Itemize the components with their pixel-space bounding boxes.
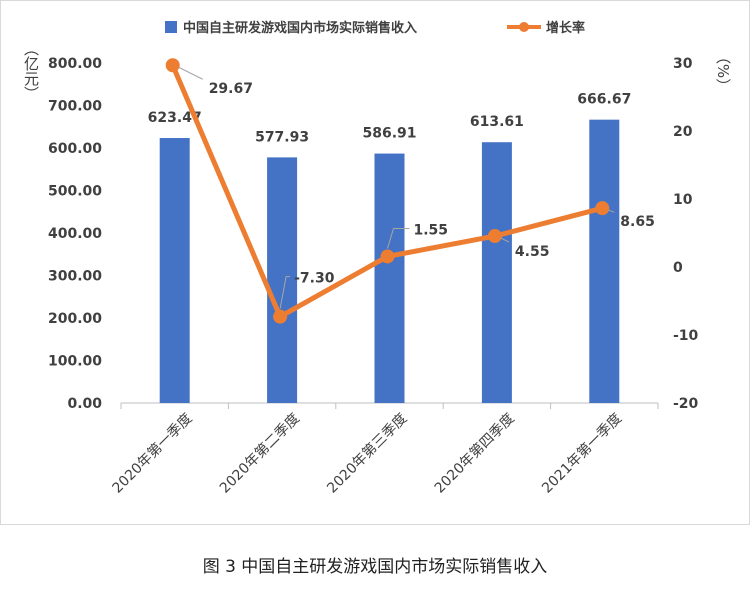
growth-rate-point <box>380 249 395 264</box>
growth-rate-label: 4.55 <box>515 244 550 260</box>
y-left-axis-title: （亿元） <box>22 41 40 101</box>
y-left-tick-label: 0.00 <box>67 396 102 412</box>
y-left-tick-label: 800.00 <box>48 56 102 72</box>
bar <box>159 138 190 403</box>
growth-rate-point <box>595 201 610 216</box>
growth-rate-label: 8.65 <box>620 214 655 230</box>
x-tick-label: 2020年第二季度 <box>216 410 303 497</box>
y-left-tick-label: 200.00 <box>48 311 102 327</box>
data-label-leader <box>387 227 410 249</box>
data-label-leader <box>178 66 203 80</box>
y-left-tick-label: 300.00 <box>48 269 102 285</box>
x-tick-label: 2020年第三季度 <box>324 410 411 497</box>
y-right-tick-label: 0 <box>673 260 683 276</box>
bar <box>267 157 298 403</box>
data-label-leader <box>279 276 291 309</box>
bar-value-label: 613.61 <box>470 114 524 130</box>
y-left-tick-label: 400.00 <box>48 226 102 242</box>
bar-value-label: 666.67 <box>577 92 631 108</box>
y-left-tick-label: 100.00 <box>48 354 102 370</box>
data-label-leader <box>608 209 615 213</box>
y-left-tick-label: 700.00 <box>48 99 102 115</box>
legend-line-label: 增长率 <box>546 20 585 36</box>
bar <box>374 153 405 403</box>
figure-caption: 图 3 中国自主研发游戏国内市场实际销售收入 <box>202 557 548 577</box>
legend-bar-label: 中国自主研发游戏国内市场实际销售收入 <box>183 20 417 36</box>
growth-rate-label: -7.30 <box>294 271 335 287</box>
x-tick-label: 2021年第一季度 <box>538 410 625 497</box>
y-left-tick-label: 600.00 <box>48 141 102 157</box>
chart-svg: 中国自主研发游戏国内市场实际销售收入 增长率 （亿元） （%） 0.00 100.00 20… <box>22 20 732 497</box>
bar-value-label: 577.93 <box>255 129 309 145</box>
data-label-leader <box>500 237 510 243</box>
chart-frame: 中国自主研发游戏国内市场实际销售收入 增长率 （亿元） （%） 0.00 100.00 20… <box>0 0 750 525</box>
growth-rate-point <box>273 309 288 324</box>
bar-value-label: 586.91 <box>362 126 416 142</box>
growth-rate-point <box>487 229 502 244</box>
x-tick-label: 2020年第一季度 <box>109 410 196 497</box>
y-left-tick-label: 500.00 <box>48 184 102 200</box>
legend-line-marker <box>519 22 529 32</box>
y-right-tick-label: 30 <box>673 56 693 72</box>
legend-bar-swatch <box>165 21 177 33</box>
y-right-tick-label: 20 <box>673 124 693 140</box>
y-right-tick-label: 10 <box>673 192 693 208</box>
growth-rate-label: 1.55 <box>414 222 449 238</box>
y-right-tick-label: -10 <box>673 328 699 344</box>
bar <box>589 119 620 403</box>
x-tick-label: 2020年第四季度 <box>431 410 518 497</box>
bar-value-label: 623.47 <box>148 110 202 126</box>
bar <box>481 142 512 403</box>
growth-rate-label: 29.67 <box>209 81 253 97</box>
growth-rate-point <box>165 58 180 73</box>
y-right-axis-title: （%） <box>714 49 732 93</box>
y-right-tick-label: -20 <box>673 396 699 412</box>
